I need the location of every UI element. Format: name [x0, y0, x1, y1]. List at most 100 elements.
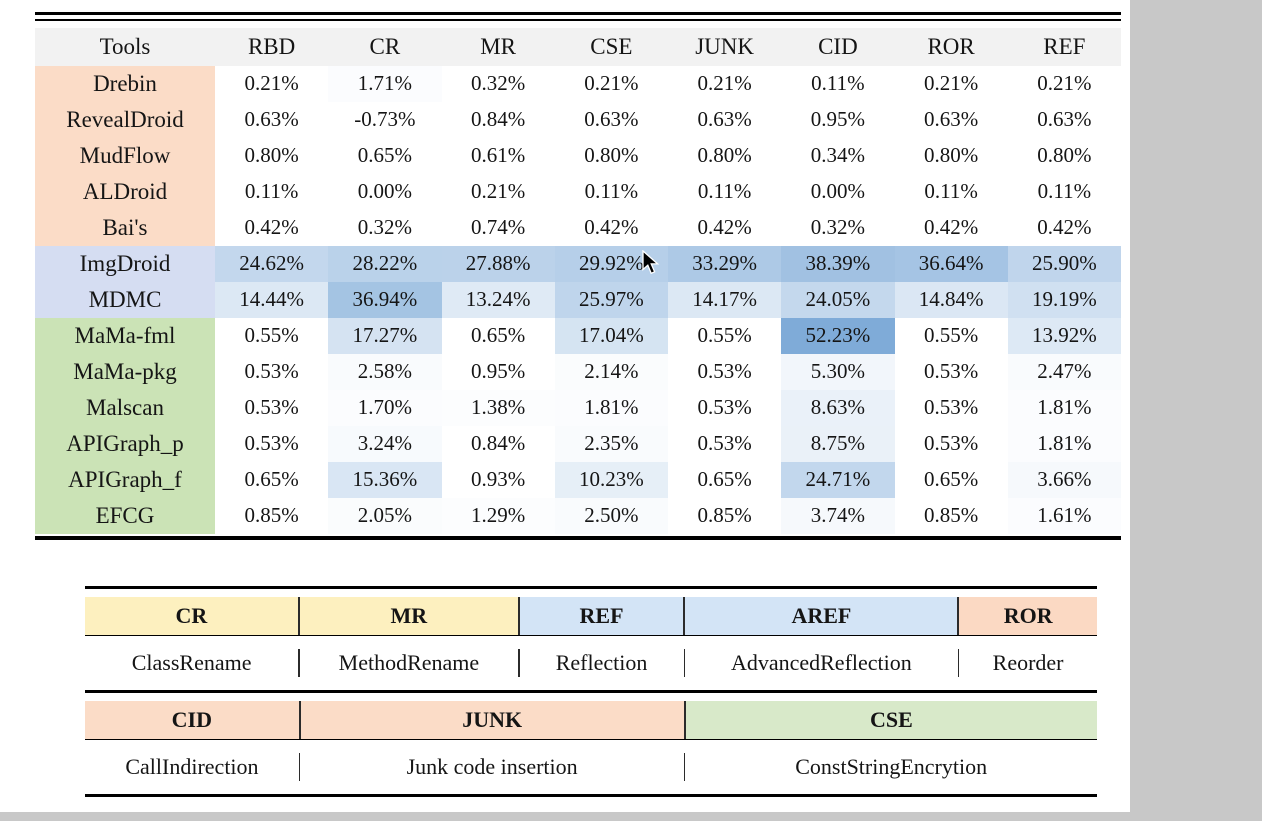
divider: [518, 649, 520, 677]
value-cell: 0.11%: [668, 173, 782, 210]
value-cell: 2.35%: [554, 425, 668, 462]
value-cell: 0.80%: [894, 137, 1008, 174]
divider: [683, 596, 686, 635]
value-cell: 14.44%: [215, 281, 329, 318]
legend-table: CR MR REF AREF ROR ClassRename MethodRename Ref…: [85, 586, 1097, 797]
value-cell: 1.61%: [1007, 497, 1121, 534]
value-cell: 38.39%: [781, 245, 895, 282]
rule: [85, 586, 1097, 589]
divider: [298, 753, 301, 781]
value-cell: 0.63%: [668, 101, 782, 138]
column-header-cse: CSE: [590, 34, 633, 59]
value-cell: 0.00%: [328, 173, 442, 210]
value-cell: 0.00%: [781, 173, 895, 210]
value-cell: 17.04%: [554, 317, 668, 354]
value-cell: 0.80%: [215, 137, 329, 174]
legend-name: AdvancedReflection: [730, 650, 912, 675]
rule: [85, 738, 1097, 740]
value-cell: 0.55%: [215, 317, 329, 354]
value-cell: 3.66%: [1007, 461, 1121, 498]
value-cell: 0.85%: [894, 497, 1008, 534]
value-cell: 1.38%: [441, 389, 555, 426]
legend-name: Reorder: [992, 650, 1064, 675]
value-cell: 13.92%: [1007, 317, 1121, 354]
tool-name: Drebin: [35, 65, 215, 102]
legend-name: Reflection: [555, 650, 648, 675]
value-cell: 0.95%: [441, 353, 555, 390]
column-header-cid: CID: [818, 34, 858, 59]
table-top-rule: [35, 12, 1121, 21]
table-row: Drebin 0.21% 1.71% 0.32% 0.21% 0.21% 0.11% 0.21…: [35, 65, 1121, 102]
value-cell: 0.53%: [894, 425, 1008, 462]
table-row: RevealDroid 0.63% -0.73% 0.84% 0.63% 0.63% 0.9…: [35, 101, 1121, 138]
value-cell: 0.84%: [441, 425, 555, 462]
legend-abbr-cid: CID: [85, 700, 299, 739]
value-cell: 2.14%: [554, 353, 668, 390]
value-cell: 0.63%: [554, 101, 668, 138]
legend-name-row: CallIndirection Junk code insertion ConstS…: [85, 740, 1097, 794]
results-table: Tools RBD CR MR CSE JUNK CID ROR REF Drebin 0.21%…: [35, 12, 1121, 540]
table-row: APIGraph_p 0.53% 3.24% 0.84% 2.35% 0.53% 8.75%…: [35, 425, 1121, 462]
value-cell: 0.42%: [1007, 209, 1121, 246]
value-cell: 0.53%: [215, 425, 329, 462]
value-cell: 0.11%: [894, 173, 1008, 210]
value-cell: 0.21%: [441, 173, 555, 210]
value-cell: 1.29%: [441, 497, 555, 534]
rule: [85, 690, 1097, 693]
value-cell: 0.85%: [668, 497, 782, 534]
table-bottom-rule: [35, 535, 1121, 540]
value-cell: 17.27%: [328, 317, 442, 354]
value-cell: 0.53%: [215, 353, 329, 390]
value-cell: 0.80%: [1007, 137, 1121, 174]
tool-name: Malscan: [35, 389, 215, 426]
table-row: Malscan 0.53% 1.70% 1.38% 1.81% 0.53% 8.63% 0.5…: [35, 389, 1121, 426]
tool-name: ImgDroid: [35, 245, 215, 282]
column-header-tools: Tools: [99, 34, 151, 59]
value-cell: 0.11%: [781, 65, 895, 102]
legend-header-row: CID JUNK CSE: [85, 700, 1097, 739]
divider: [297, 596, 300, 635]
value-cell: 36.94%: [328, 281, 442, 318]
value-cell: 5.30%: [781, 353, 895, 390]
value-cell: 2.05%: [328, 497, 442, 534]
rule: [85, 794, 1097, 797]
value-cell: 0.63%: [1007, 101, 1121, 138]
legend-abbr-cse: CSE: [685, 700, 1097, 739]
value-cell: 13.24%: [441, 281, 555, 318]
value-cell: 14.17%: [668, 281, 782, 318]
value-cell: 0.93%: [441, 461, 555, 498]
value-cell: 0.53%: [668, 425, 782, 462]
tool-name: APIGraph_p: [35, 425, 215, 462]
value-cell: 1.70%: [328, 389, 442, 426]
value-cell: 0.74%: [441, 209, 555, 246]
value-cell: 3.74%: [781, 497, 895, 534]
legend-name: MethodRename: [338, 650, 480, 675]
divider: [517, 596, 520, 635]
value-cell: 0.34%: [781, 137, 895, 174]
value-cell: 3.24%: [328, 425, 442, 462]
value-cell: 2.50%: [554, 497, 668, 534]
tool-name: RevealDroid: [35, 101, 215, 138]
divider: [298, 649, 300, 677]
legend-abbr-ror: ROR: [959, 596, 1097, 635]
value-cell: 8.63%: [781, 389, 895, 426]
legend-name: Junk code insertion: [406, 754, 578, 779]
divider: [683, 700, 686, 739]
value-cell: 28.22%: [328, 245, 442, 282]
legend-abbr-mr: MR: [299, 596, 518, 635]
divider: [298, 700, 301, 739]
value-cell: 0.32%: [328, 209, 442, 246]
legend-name-row: ClassRename MethodRename Reflection Advance…: [85, 636, 1097, 690]
value-cell: 25.90%: [1007, 245, 1121, 282]
value-cell: 0.21%: [1007, 65, 1121, 102]
value-cell: 36.64%: [894, 245, 1008, 282]
value-cell: 0.65%: [894, 461, 1008, 498]
value-cell: 0.21%: [668, 65, 782, 102]
table-row: MaMa-fml 0.55% 17.27% 0.65% 17.04% 0.55% 52.23…: [35, 317, 1121, 354]
value-cell: 25.97%: [554, 281, 668, 318]
tool-name: APIGraph_f: [35, 461, 215, 498]
table-row: Bai's 0.42% 0.32% 0.74% 0.42% 0.42% 0.32% 0.42%…: [35, 209, 1121, 246]
legend-abbr-cr: CR: [85, 596, 298, 635]
table-row: MDMC 14.44% 36.94% 13.24% 25.97% 14.17% 24.05%…: [35, 281, 1121, 318]
